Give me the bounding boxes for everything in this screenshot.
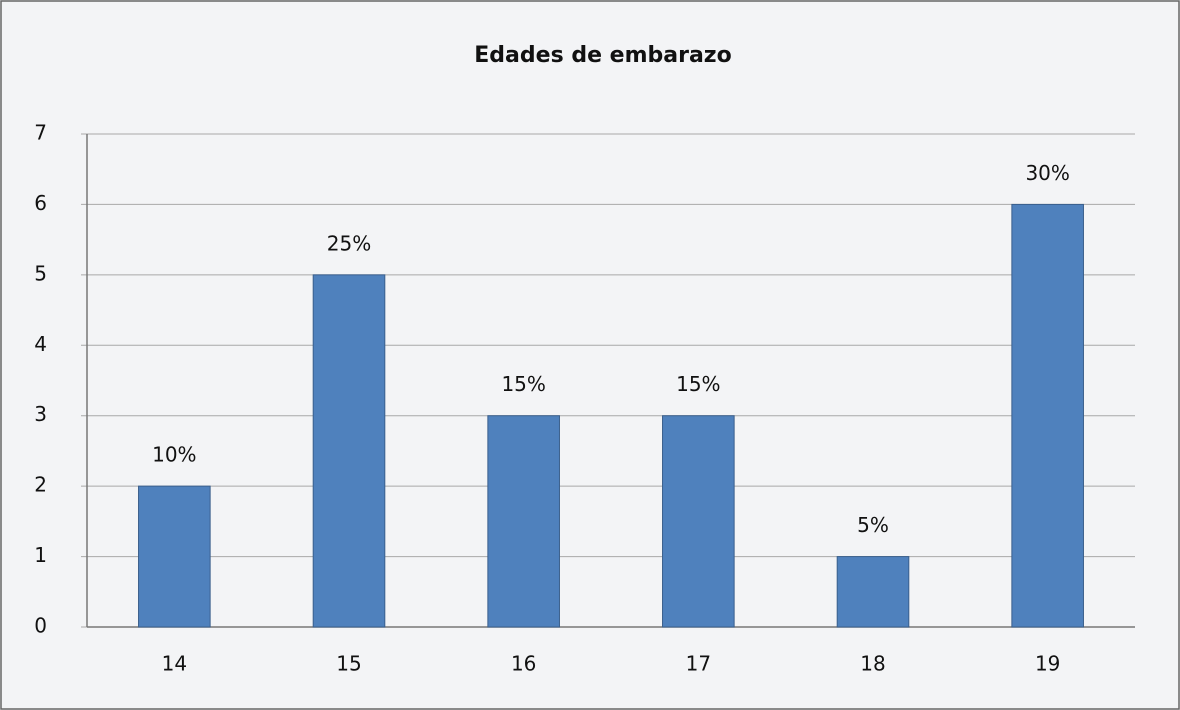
y-tick-label: 7 [34,121,47,145]
chart-title: Edades de embarazo [474,43,731,68]
data-label: 25% [327,231,371,255]
y-tick-label: 3 [34,402,47,426]
y-tick-label: 0 [34,614,47,638]
bar [138,485,211,628]
y-tick-label: 5 [34,261,47,285]
bar [1011,203,1084,628]
bar [662,415,735,628]
x-tick-label: 15 [336,652,361,676]
y-tick-label: 1 [34,543,47,567]
bar [312,274,386,628]
y-tick-label: 2 [34,473,47,497]
data-label: 5% [857,513,889,537]
x-tick-label: 16 [511,652,536,676]
data-label: 10% [152,443,196,467]
data-label: 15% [501,372,545,396]
y-tick-label: 4 [34,332,47,356]
x-tick-label: 18 [860,652,885,676]
bar [836,556,910,628]
x-tick-label: 14 [162,652,187,676]
data-label: 30% [1025,161,1069,185]
x-tick-label: 19 [1035,652,1060,676]
data-label: 15% [676,372,720,396]
bar [487,415,560,628]
y-tick-label: 6 [34,191,47,215]
x-tick-label: 17 [686,652,711,676]
